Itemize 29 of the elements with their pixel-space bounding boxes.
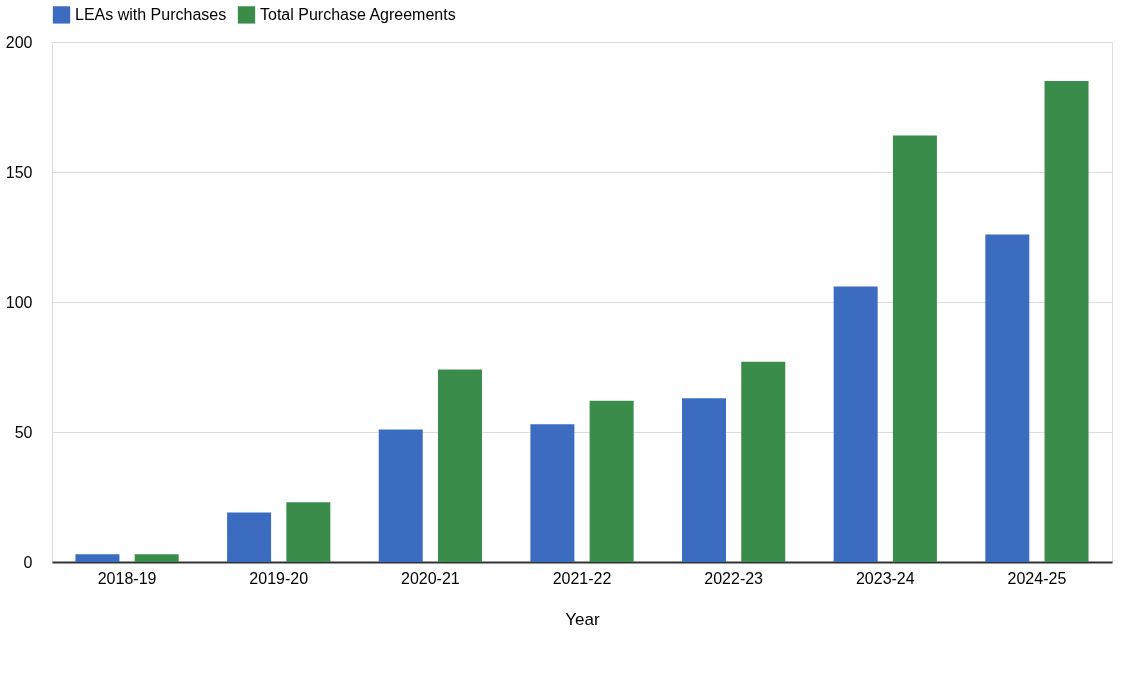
bar — [682, 398, 727, 562]
bar — [378, 429, 423, 562]
bar — [892, 135, 937, 562]
x-tick-label: 2018-19 — [97, 569, 157, 587]
y-tick-label: 200 — [5, 33, 33, 51]
bar — [530, 424, 575, 562]
x-tick-label: 2021-22 — [552, 569, 612, 587]
bar — [741, 361, 786, 562]
bar — [75, 554, 120, 562]
legend-label: LEAs with Purchases — [75, 5, 227, 23]
y-tick-label: 50 — [14, 423, 33, 441]
y-tick-label: 100 — [5, 293, 33, 311]
bar — [227, 512, 272, 562]
bar — [985, 234, 1030, 562]
bar — [437, 369, 482, 562]
y-tick-label: 150 — [5, 163, 33, 181]
x-axis-title: Year — [565, 609, 601, 629]
bar — [833, 286, 878, 562]
bar — [1044, 81, 1089, 562]
bar — [134, 554, 179, 562]
x-tick-label: 2024-25 — [1007, 569, 1067, 587]
bar — [286, 502, 331, 562]
x-tick-label: 2019-20 — [249, 569, 309, 587]
x-tick-label: 2020-21 — [401, 569, 460, 587]
bar — [589, 400, 634, 562]
x-tick-label: 2022-23 — [704, 569, 764, 587]
y-tick-label: 0 — [23, 553, 33, 571]
x-tick-label: 2023-24 — [855, 569, 915, 587]
legend-label: Total Purchase Agreements — [260, 5, 456, 23]
